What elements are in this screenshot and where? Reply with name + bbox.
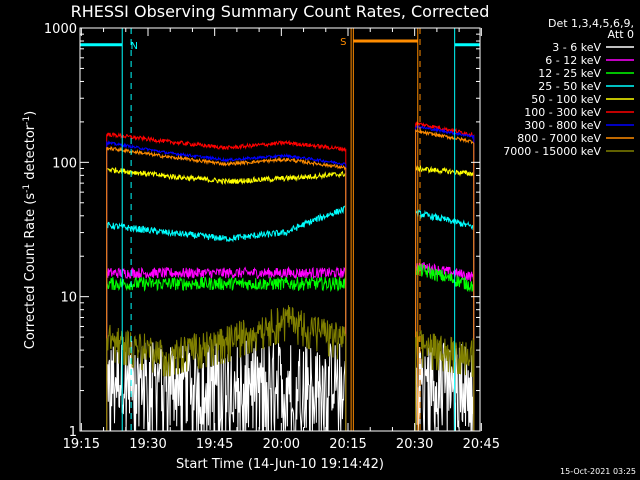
series-4: [106, 165, 475, 431]
flag-label: N: [130, 41, 137, 52]
x-tick-label: 20:45: [463, 437, 500, 452]
y-tick-label: 1: [69, 425, 77, 440]
series-line: [415, 329, 475, 431]
legend-label: 6 - 12 keV: [545, 54, 601, 67]
series-line: [106, 145, 347, 431]
y-axis-label: Corrected Count Rate (s-1 detector-1): [22, 111, 38, 349]
y-tick-label: 1000: [44, 22, 77, 37]
series-line: [106, 204, 347, 431]
legend-header-line2: Att 0: [608, 28, 634, 41]
series-layer: [106, 121, 475, 431]
footer-date: 15-Oct-2021 03:25: [560, 467, 636, 476]
series-5: [106, 121, 475, 431]
flag-S: S: [340, 28, 421, 431]
flag-label: S: [340, 37, 346, 48]
series-line: [106, 167, 347, 431]
series-line: [106, 140, 347, 431]
series-line: [106, 276, 347, 431]
legend-label: 300 - 800 keV: [524, 119, 601, 132]
legend-label: 12 - 25 keV: [538, 67, 601, 80]
y-axis-label-part1: Corrected Count Rate (s: [23, 193, 38, 350]
legend-label: 800 - 7000 keV: [517, 132, 601, 145]
x-tick-label: 19:15: [63, 437, 100, 452]
flag-N: N: [80, 28, 480, 431]
series-line: [415, 124, 475, 431]
legend-header-line1: Det 1,3,4,5,6,9,: [548, 17, 634, 30]
series-line: [415, 209, 475, 431]
x-tick-label: 19:30: [129, 437, 166, 452]
y-tick-label: 10: [60, 291, 77, 306]
x-tick-label: 20:00: [263, 437, 300, 452]
series-line: [106, 265, 347, 431]
legend-label: 25 - 50 keV: [538, 80, 601, 93]
series-3: [106, 204, 475, 431]
legend-label: 7000 - 15000 keV: [503, 145, 601, 158]
series-2: [106, 263, 475, 431]
legend-label: 50 - 100 keV: [531, 93, 601, 106]
series-line: [415, 342, 475, 431]
x-tick-label: 19:45: [196, 437, 233, 452]
y-tick-label: 100: [52, 156, 77, 171]
series-8: [106, 305, 475, 431]
series-line: [415, 128, 475, 431]
y-axis-label-sup2: -1: [22, 116, 32, 125]
y-axis-label-part3: ): [23, 111, 38, 116]
legend-label: 3 - 6 keV: [552, 41, 601, 54]
x-tick-label: 20:15: [329, 437, 366, 452]
x-tick-label: 20:30: [396, 437, 433, 452]
series-line: [415, 165, 475, 431]
axis-layer: 19:15 19:30 19:45 20:00 20:15 20:30 20:45 1 10 10…: [44, 22, 500, 452]
series-7: [106, 128, 475, 431]
series-6: [106, 124, 475, 431]
plot-frame: [79, 27, 481, 432]
series-line: [415, 121, 475, 431]
chart-title: RHESSI Observing Summary Count Rates, Co…: [71, 2, 490, 21]
series-line: [106, 132, 347, 431]
legend-label: 100 - 300 keV: [524, 106, 601, 119]
series-line: [106, 305, 347, 431]
y-axis-label-sup1: -1: [22, 184, 32, 193]
series-line: [415, 263, 475, 431]
x-axis-label: Start Time (14-Jun-10 19:14:42): [176, 457, 384, 472]
y-axis-label-part2: detector: [23, 124, 38, 184]
